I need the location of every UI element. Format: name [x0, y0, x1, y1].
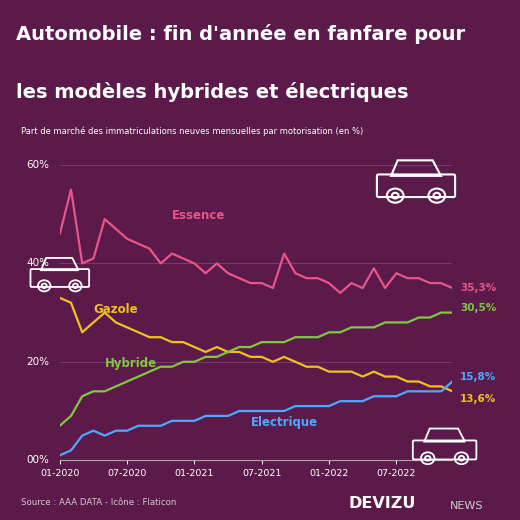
Text: Source : AAA DATA - Icône : Flaticon: Source : AAA DATA - Icône : Flaticon: [21, 498, 176, 507]
Text: 40%: 40%: [27, 258, 50, 268]
Text: 30,5%: 30,5%: [460, 303, 497, 313]
Text: NEWS: NEWS: [450, 501, 483, 511]
Text: 20%: 20%: [27, 357, 50, 367]
Text: Essence: Essence: [172, 209, 225, 222]
Text: Part de marché des immatriculations neuves mensuelles par motorisation (en %): Part de marché des immatriculations neuv…: [21, 127, 363, 136]
Text: les modèles hybrides et électriques: les modèles hybrides et électriques: [16, 82, 408, 101]
Text: Electrique: Electrique: [251, 416, 318, 429]
Text: 60%: 60%: [27, 160, 50, 170]
Text: 35,3%: 35,3%: [460, 283, 497, 293]
Text: DEVIZU: DEVIZU: [348, 496, 416, 511]
Text: Gazole: Gazole: [94, 303, 138, 316]
Text: Hybride: Hybride: [105, 357, 157, 370]
Text: 13,6%: 13,6%: [460, 394, 497, 404]
Text: Automobile : fin d'année en fanfare pour: Automobile : fin d'année en fanfare pour: [16, 24, 465, 44]
Text: 15,8%: 15,8%: [460, 372, 497, 382]
Text: 00%: 00%: [27, 455, 50, 465]
